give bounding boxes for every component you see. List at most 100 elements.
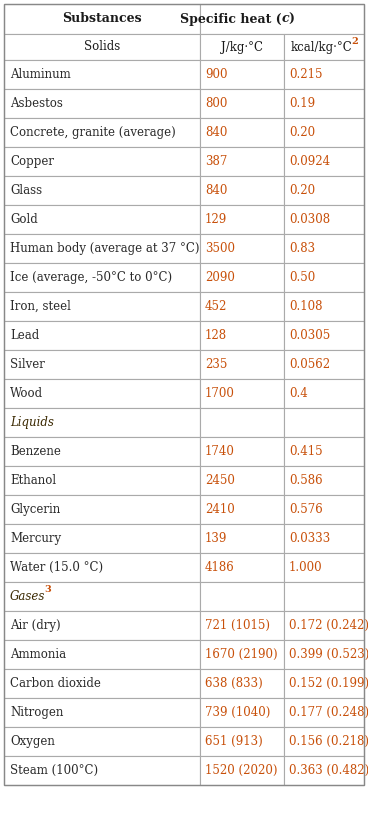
Text: 1520 (2020): 1520 (2020)	[205, 764, 277, 777]
Text: 4186: 4186	[205, 561, 235, 574]
Bar	[200, 379, 284, 408]
Text: 235: 235	[205, 358, 227, 371]
Bar	[200, 60, 284, 89]
Bar	[200, 466, 284, 495]
Text: 0.215: 0.215	[289, 68, 322, 81]
Bar	[284, 437, 364, 466]
Text: 129: 129	[205, 213, 227, 226]
Text: 0.0562: 0.0562	[289, 358, 330, 371]
Text: 0.20: 0.20	[289, 126, 315, 139]
Text: 0.0305: 0.0305	[289, 329, 330, 342]
Bar	[284, 466, 364, 495]
Bar	[200, 4, 364, 34]
Text: 0.50: 0.50	[289, 271, 315, 284]
Text: 0.19: 0.19	[289, 97, 315, 110]
Text: Concrete, granite (average): Concrete, granite (average)	[10, 126, 176, 139]
Text: Liquids: Liquids	[10, 416, 54, 429]
Bar	[4, 582, 200, 611]
Text: 3: 3	[44, 585, 51, 594]
Text: 0.20: 0.20	[289, 184, 315, 197]
Text: 1740: 1740	[205, 445, 235, 458]
Bar	[200, 698, 284, 727]
Text: ): )	[288, 13, 294, 26]
Bar	[200, 640, 284, 669]
Text: 721 (1015): 721 (1015)	[205, 619, 270, 632]
Bar	[200, 553, 284, 582]
Bar	[284, 669, 364, 698]
Bar	[4, 727, 200, 756]
Bar	[284, 321, 364, 350]
Bar	[284, 379, 364, 408]
Bar	[4, 4, 200, 34]
Bar	[200, 495, 284, 524]
Text: 452: 452	[205, 300, 227, 313]
Text: 638 (833): 638 (833)	[205, 677, 263, 690]
Text: 387: 387	[205, 155, 227, 168]
Text: 800: 800	[205, 97, 227, 110]
Text: 0.108: 0.108	[289, 300, 322, 313]
Bar	[4, 640, 200, 669]
Text: Substances: Substances	[62, 13, 142, 26]
Text: 0.0333: 0.0333	[289, 532, 330, 545]
Bar	[200, 611, 284, 640]
Bar	[200, 408, 284, 437]
Bar	[200, 34, 284, 60]
Bar	[284, 640, 364, 669]
Text: Human body (average at 37 °C): Human body (average at 37 °C)	[10, 242, 199, 255]
Bar	[4, 437, 200, 466]
Text: 0.415: 0.415	[289, 445, 323, 458]
Bar	[4, 698, 200, 727]
Bar	[284, 524, 364, 553]
Bar	[284, 147, 364, 176]
Text: Ammonia: Ammonia	[10, 648, 66, 661]
Text: 2090: 2090	[205, 271, 235, 284]
Text: Solids: Solids	[84, 40, 120, 54]
Bar	[284, 611, 364, 640]
Bar	[284, 582, 364, 611]
Text: 1.000: 1.000	[289, 561, 323, 574]
Text: Ice (average, -50°C to 0°C): Ice (average, -50°C to 0°C)	[10, 271, 172, 284]
Bar	[200, 263, 284, 292]
Bar	[4, 234, 200, 263]
Bar	[284, 553, 364, 582]
Text: 840: 840	[205, 126, 227, 139]
Bar	[200, 321, 284, 350]
Text: 3500: 3500	[205, 242, 235, 255]
Text: 0.0924: 0.0924	[289, 155, 330, 168]
Bar	[4, 205, 200, 234]
Bar	[4, 524, 200, 553]
Text: Silver: Silver	[10, 358, 45, 371]
Bar	[4, 669, 200, 698]
Bar	[284, 495, 364, 524]
Bar	[4, 553, 200, 582]
Text: Specific heat (: Specific heat (	[180, 13, 282, 26]
Text: 0.399 (0.523): 0.399 (0.523)	[289, 648, 368, 661]
Bar	[4, 466, 200, 495]
Text: Iron, steel: Iron, steel	[10, 300, 71, 313]
Text: Benzene: Benzene	[10, 445, 61, 458]
Bar	[4, 89, 200, 118]
Text: J/kg·°C: J/kg·°C	[221, 40, 263, 54]
Text: Oxygen: Oxygen	[10, 735, 55, 748]
Text: 739 (1040): 739 (1040)	[205, 706, 270, 719]
Bar	[4, 263, 200, 292]
Bar	[284, 263, 364, 292]
Text: 900: 900	[205, 68, 227, 81]
Text: Ethanol: Ethanol	[10, 474, 56, 487]
Bar	[4, 60, 200, 89]
Text: 0.363 (0.482): 0.363 (0.482)	[289, 764, 368, 777]
Text: 128: 128	[205, 329, 227, 342]
Text: 0.152 (0.199): 0.152 (0.199)	[289, 677, 368, 690]
Bar	[200, 727, 284, 756]
Bar	[4, 176, 200, 205]
Bar	[4, 118, 200, 147]
Bar	[284, 350, 364, 379]
Text: Lead: Lead	[10, 329, 39, 342]
Bar	[284, 727, 364, 756]
Text: 1700: 1700	[205, 387, 235, 400]
Text: Wood: Wood	[10, 387, 43, 400]
Text: 840: 840	[205, 184, 227, 197]
Text: Aluminum: Aluminum	[10, 68, 71, 81]
Text: Asbestos: Asbestos	[10, 97, 63, 110]
Bar	[200, 756, 284, 785]
